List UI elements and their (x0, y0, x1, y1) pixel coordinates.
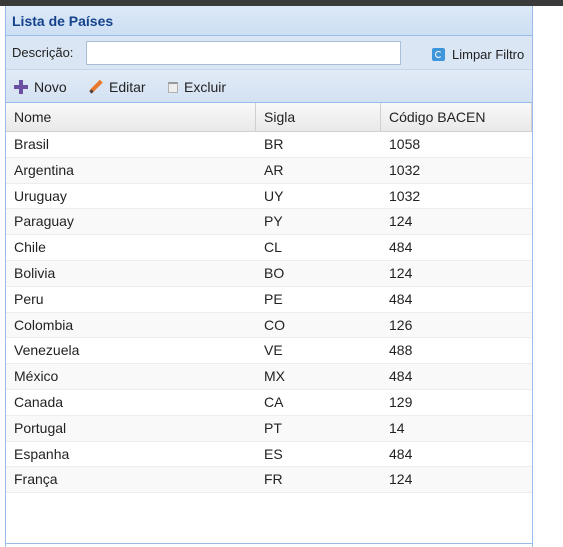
table-row[interactable]: Uruguay UY 1032 (6, 183, 532, 210)
cell-sigla: PE (264, 290, 283, 307)
top-bar (0, 0, 563, 6)
table-row[interactable]: Argentina AR 1032 (6, 157, 532, 184)
table-row[interactable]: França FR 124 (6, 467, 532, 494)
cell-codigo-bacen: 124 (389, 471, 413, 488)
cell-nome: Bolivia (14, 264, 56, 281)
filter-bar: Descrição: Limpar Filtro (6, 36, 532, 70)
cell-codigo-bacen: 129 (389, 393, 413, 410)
column-header-nome[interactable]: Nome (6, 103, 256, 131)
grid-body: Brasil BR 1058 Argentina AR 1032 Uruguay UY 1032… (6, 132, 532, 494)
column-header-codigo-bacen[interactable]: Código BACEN (381, 103, 532, 131)
cell-codigo-bacen: 1032 (389, 187, 421, 204)
new-button-label: Novo (34, 79, 67, 95)
table-row[interactable]: México MX 484 (6, 364, 532, 390)
cell-sigla: CA (264, 393, 284, 410)
cell-nome: Colombia (14, 316, 74, 333)
clear-filter-button[interactable]: Limpar Filtro (432, 45, 524, 63)
cell-sigla: AR (264, 161, 284, 178)
table-row[interactable]: Chile CL 484 (6, 235, 532, 261)
refresh-icon (432, 47, 445, 61)
edit-button-label: Editar (109, 79, 146, 95)
cell-nome: Brasil (14, 136, 50, 152)
table-row[interactable]: Colombia CO 126 (6, 312, 532, 339)
cell-nome: Canada (14, 393, 64, 410)
trash-icon (168, 82, 178, 93)
grid-header: Nome Sigla Código BACEN (6, 103, 532, 132)
delete-button-label: Excluir (184, 79, 227, 95)
plus-icon (14, 80, 28, 94)
cell-codigo-bacen: 488 (389, 342, 413, 359)
new-button[interactable]: Novo (14, 79, 67, 95)
table-row[interactable]: Peru PE 484 (6, 286, 532, 313)
table-row[interactable]: Portugal PT 14 (6, 415, 532, 442)
cell-sigla: CL (264, 239, 282, 256)
cell-nome: Espanha (14, 445, 70, 462)
cell-nome: Chile (14, 239, 46, 256)
cell-sigla: UY (264, 187, 284, 204)
cell-sigla: FR (264, 471, 283, 488)
cell-nome: Uruguay (14, 187, 67, 204)
column-header-sigla[interactable]: Sigla (256, 103, 381, 131)
cell-codigo-bacen: 484 (389, 290, 413, 307)
pencil-icon (89, 80, 103, 94)
cell-nome: Peru (14, 290, 44, 307)
cell-codigo-bacen: 14 (389, 419, 405, 436)
cell-nome: Venezuela (14, 342, 80, 359)
cell-sigla: CO (264, 316, 285, 333)
cell-nome: México (14, 368, 59, 385)
cell-sigla: ES (264, 445, 283, 462)
filter-label: Descrição: (12, 45, 74, 60)
table-row[interactable]: Espanha ES 484 (6, 441, 532, 468)
edit-button[interactable]: Editar (89, 79, 146, 95)
panel-header: Lista de Países (6, 6, 532, 36)
cell-nome: Paraguay (14, 213, 74, 230)
cell-codigo-bacen: 124 (389, 264, 413, 281)
cell-codigo-bacen: 126 (389, 316, 413, 333)
delete-button[interactable]: Excluir (168, 79, 226, 95)
table-row[interactable]: Brasil BR 1058 (6, 132, 532, 158)
cell-nome: França (14, 471, 58, 488)
cell-sigla: BO (264, 264, 285, 281)
cell-sigla: MX (264, 368, 285, 385)
clear-filter-label: Limpar Filtro (452, 46, 525, 62)
cell-sigla: PY (264, 213, 283, 230)
cell-codigo-bacen: 484 (389, 445, 413, 462)
panel-bottom-border (5, 543, 533, 544)
cell-codigo-bacen: 484 (389, 368, 413, 385)
cell-nome: Portugal (14, 419, 67, 436)
cell-sigla: BR (264, 136, 284, 152)
panel-title: Lista de Países (12, 13, 114, 29)
cell-codigo-bacen: 124 (389, 213, 413, 230)
cell-nome: Argentina (14, 161, 74, 178)
cell-codigo-bacen: 1058 (389, 136, 421, 152)
table-row[interactable]: Bolivia BO 124 (6, 260, 532, 287)
cell-sigla: VE (264, 342, 283, 359)
cell-sigla: PT (264, 419, 282, 436)
cell-codigo-bacen: 484 (389, 239, 413, 256)
table-row[interactable]: Venezuela VE 488 (6, 338, 532, 365)
countries-panel: Lista de Países Descrição: Limpar Filtro… (5, 6, 533, 547)
toolbar: Novo Editar Excluir (6, 70, 532, 103)
table-row[interactable]: Canada CA 129 (6, 389, 532, 416)
cell-codigo-bacen: 1032 (389, 161, 421, 178)
description-filter-input[interactable] (86, 41, 401, 65)
countries-grid: Nome Sigla Código BACEN Brasil BR 1058 Arge… (6, 103, 532, 494)
table-row[interactable]: Paraguay PY 124 (6, 209, 532, 236)
